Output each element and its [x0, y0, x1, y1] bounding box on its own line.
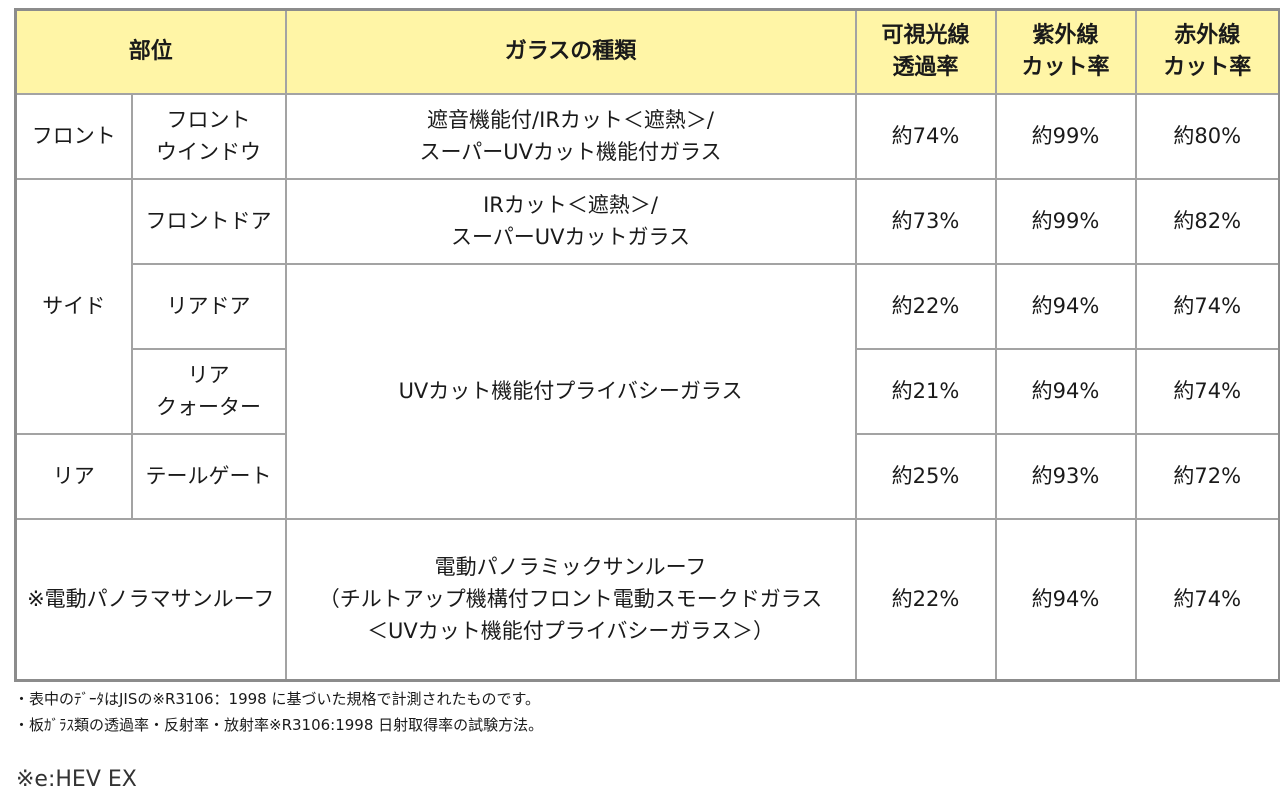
header-visible-light: 可視光線 透過率 [854, 8, 997, 95]
part-front-window: フロント ウインドウ [130, 92, 287, 180]
uv-cut-value: 約99% [994, 177, 1137, 265]
uv-cut-value: 約94% [994, 517, 1137, 682]
glass-type-cell: 電動パノラミックサンルーフ （チルトアップ機構付フロント電動スモークドガラス ＜UV… [284, 517, 857, 682]
table-row: リア テールゲート 約25% 約93% 約72% [14, 432, 1280, 520]
part-rear-door: リアドア [130, 262, 287, 350]
ir-cut-value: 約74% [1134, 347, 1280, 435]
table-row: フロント フロント ウインドウ 遮音機能付/IRカット＜遮熱＞/スーパーUVカット… [14, 92, 1280, 180]
part-group-front: フロント [14, 92, 133, 180]
ir-cut-value: 約72% [1134, 432, 1280, 520]
header-row: 部位 ガラスの種類 可視光線 透過率 紫外線 カット率 赤外線 カット率 [14, 8, 1280, 95]
part-sunroof: ※電動パノラマサンルーフ [14, 517, 287, 682]
ir-cut-value: 約74% [1134, 262, 1280, 350]
footnote-jis: ・表中のﾃﾞｰﾀはJISの※R3106：1998 に基づいた規格で計測されたもの… [14, 690, 540, 708]
part-tailgate: テールゲート [130, 432, 287, 520]
visible-light-value: 約21% [854, 347, 997, 435]
header-uv-cut: 紫外線 カット率 [994, 8, 1137, 95]
ir-cut-value: 約82% [1134, 177, 1280, 265]
visible-light-value: 約73% [854, 177, 997, 265]
visible-light-value: 約22% [854, 262, 997, 350]
footnote-method: ・板ｶﾞﾗｽ類の透過率・反射率・放射率※R3106:1998 日射取得率の試験方… [14, 716, 544, 734]
table-row: サイド フロントドア IRカット＜遮熱＞/スーパーUVカットガラス 約73% 約… [14, 177, 1280, 435]
glass-type-cell: IRカット＜遮熱＞/スーパーUVカットガラス [284, 177, 857, 265]
uv-cut-value: 約93% [994, 432, 1137, 520]
visible-light-value: 約22% [854, 517, 997, 682]
visible-light-value: 約74% [854, 92, 997, 180]
glass-type-cell: UVカット機能付プライバシーガラス [284, 262, 857, 520]
part-group-rear: リア [14, 432, 133, 520]
table-row: リアドア UVカット機能付プライバシーガラス 約22% 約94% 約74% [16, 262, 1280, 520]
part-rear-quarter: リア クォーター [130, 347, 287, 435]
table-row: ※電動パノラマサンルーフ 電動パノラミックサンルーフ （チルトアップ機構付フロント… [14, 517, 1280, 682]
uv-cut-value: 約99% [994, 92, 1137, 180]
model-note: ※e:HEV EX [16, 767, 137, 792]
table-row: リア クォーター 約21% 約94% 約74% [16, 347, 1280, 435]
glass-type-cell: 遮音機能付/IRカット＜遮熱＞/スーパーUVカット機能付ガラス [284, 92, 857, 180]
header-part: 部位 [14, 8, 287, 95]
part-front-door: フロントドア [130, 177, 287, 265]
uv-cut-value: 約94% [994, 262, 1137, 350]
header-glass-type: ガラスの種類 [284, 8, 857, 95]
uv-cut-value: 約94% [994, 347, 1137, 435]
header-ir-cut: 赤外線 カット率 [1134, 8, 1280, 95]
footnotes: ・表中のﾃﾞｰﾀはJISの※R3106：1998 に基づいた規格で計測されたもの… [14, 686, 543, 738]
glass-spec-table: 部位 ガラスの種類 可視光線 透過率 紫外線 カット率 赤外線 カット率 フロント フ… [14, 8, 1280, 682]
ir-cut-value: 約74% [1134, 517, 1280, 682]
part-group-side: サイド [14, 177, 133, 435]
ir-cut-value: 約80% [1134, 92, 1280, 180]
visible-light-value: 約25% [854, 432, 997, 520]
